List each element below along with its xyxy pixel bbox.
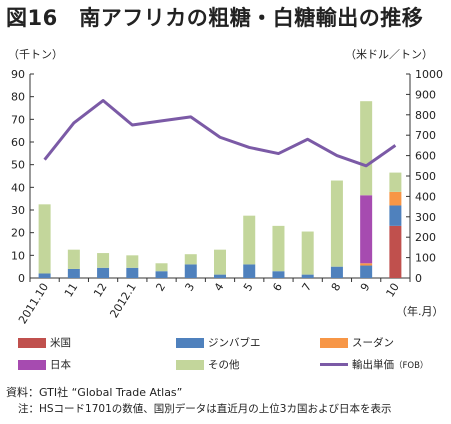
bar-other (184, 254, 197, 265)
legend-item-price: 輸出単価 （FOB） (320, 357, 428, 372)
bar-sudan (360, 263, 373, 266)
right-tick-label: 800 (415, 109, 436, 122)
footer-notes: 資料：GTI社 “Global Trade Atlas” 注：HSコード1701… (6, 384, 391, 418)
bar-zimbabwe (97, 267, 110, 278)
bar-japan (360, 195, 373, 264)
left-tick-label: 90 (11, 68, 25, 81)
legend-item-japan: 日本 (18, 357, 71, 372)
right-tick-label: 500 (415, 170, 436, 183)
x-tick-label: 11 (62, 281, 80, 300)
bar-zimbabwe (360, 265, 373, 278)
legend-line-price (320, 363, 348, 366)
x-tick-label: 10 (383, 281, 401, 300)
bar-zimbabwe (389, 205, 402, 226)
legend-label-price-sub: （FOB） (394, 360, 429, 371)
export-chart: 0102030405060708090010020030040050060070… (11, 68, 443, 326)
right-tick-label: 0 (415, 272, 422, 285)
bar-zimbabwe (38, 273, 51, 278)
legend-label-us: 米国 (50, 337, 71, 349)
right-tick-label: 1000 (415, 68, 443, 81)
left-tick-label: 50 (11, 159, 25, 172)
legend-swatch-us (18, 337, 46, 348)
x-tick-label: 2012.1 (107, 281, 138, 321)
legend-item-zimbabwe: ジンバブエ (176, 335, 261, 350)
bar-other (214, 249, 226, 275)
bar-zimbabwe (184, 264, 197, 278)
bar-other (330, 180, 343, 267)
right-tick-label: 100 (415, 252, 436, 265)
legend-swatch-zimbabwe (176, 337, 204, 348)
bar-other (38, 204, 51, 274)
bar-other (272, 225, 285, 272)
legend-item-us: 米国 (18, 335, 71, 350)
bar-zimbabwe (243, 264, 256, 278)
bar-zimbabwe (126, 267, 139, 278)
x-tick-label: 5 (241, 281, 256, 294)
x-tick-label: 12 (91, 281, 109, 300)
legend-swatch-other (176, 359, 204, 370)
x-tick-label: 2 (153, 281, 168, 294)
legend-label-price: 輸出単価 (352, 359, 394, 371)
left-axis-unit: （千トン） (8, 48, 63, 61)
x-tick-label: 9 (358, 281, 373, 294)
bar-sudan (389, 191, 402, 206)
chart-title: 図16 南アフリカの粗糖・白糖輸出の推移 (6, 6, 424, 30)
left-tick-label: 80 (11, 91, 25, 104)
bar-other (155, 263, 168, 272)
legend-label-japan: 日本 (50, 359, 71, 371)
legend-item-sudan: スーダン (320, 335, 394, 350)
legend-label-other: その他 (208, 359, 240, 371)
right-axis-unit: （米ドル／トン） (345, 48, 433, 61)
right-tick-label: 300 (415, 211, 436, 224)
right-tick-label: 200 (415, 231, 436, 244)
x-tick-label: 3 (183, 281, 198, 294)
x-tick-label: 6 (270, 281, 285, 294)
x-axis-unit: （年.月） (396, 305, 444, 318)
left-tick-label: 60 (11, 136, 25, 149)
x-tick-label: 8 (329, 281, 344, 294)
bar-other (67, 249, 80, 269)
bar-zimbabwe (330, 266, 343, 278)
bar-zimbabwe (67, 268, 80, 278)
bar-other (360, 101, 373, 196)
legend-swatch-sudan (320, 337, 348, 348)
right-tick-label: 900 (415, 88, 436, 101)
bar-other (301, 231, 314, 275)
legend-swatch-japan (18, 359, 46, 370)
left-tick-label: 0 (18, 272, 25, 285)
x-tick-label: 4 (212, 281, 227, 294)
legend-item-other: その他 (176, 357, 240, 372)
left-tick-label: 10 (11, 249, 25, 262)
bar-other (126, 255, 139, 268)
legend-label-zimbabwe: ジンバブエ (208, 337, 261, 349)
bar-zimbabwe (272, 271, 285, 278)
bar-other (389, 172, 402, 192)
right-tick-label: 400 (415, 190, 436, 203)
left-tick-label: 70 (11, 113, 25, 126)
bar-zimbabwe (214, 274, 226, 278)
bar-zimbabwe (301, 274, 314, 278)
bar-zimbabwe (155, 271, 168, 278)
x-tick-label: 2011.10 (16, 281, 51, 326)
bar-us (389, 225, 402, 278)
source-text: 資料：GTI社 “Global Trade Atlas” (6, 386, 183, 399)
price-line (43, 99, 397, 168)
x-tick-label: 7 (300, 281, 315, 294)
right-tick-label: 700 (415, 129, 436, 142)
left-tick-label: 30 (11, 204, 25, 217)
right-tick-label: 600 (415, 150, 436, 163)
note-text: 注：HSコード1701の数値、国別データは直近月の上位3カ国および日本を表示 (18, 403, 392, 415)
bar-other (243, 215, 256, 265)
bar-other (97, 253, 110, 268)
legend-label-sudan: スーダン (352, 337, 394, 349)
left-tick-label: 20 (11, 227, 25, 240)
chart-legend: 米国 ジンバブエ スーダン 日本 その他 輸出単価 （FOB） (18, 335, 448, 375)
left-tick-label: 40 (11, 181, 25, 194)
